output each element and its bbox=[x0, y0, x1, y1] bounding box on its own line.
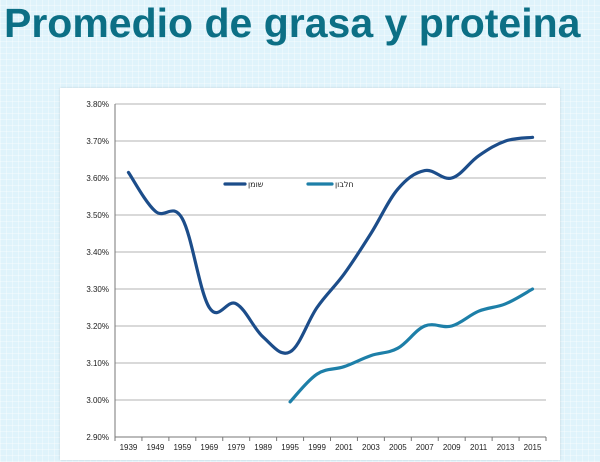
x-tick-label: 2009 bbox=[443, 443, 461, 452]
x-tick-label: 2001 bbox=[335, 443, 353, 452]
legend-fat-label: שומן bbox=[248, 180, 264, 189]
y-tick-label: 3.60% bbox=[86, 174, 109, 183]
x-tick-label: 2007 bbox=[416, 443, 434, 452]
series-fat-line bbox=[126, 135, 535, 355]
x-tick-label: 1995 bbox=[281, 443, 299, 452]
slide-title: Promedio de grasa y proteina bbox=[4, 0, 581, 46]
y-tick-label: 3.10% bbox=[86, 359, 109, 368]
series-lines bbox=[126, 135, 535, 404]
x-tick-label: 1959 bbox=[173, 443, 191, 452]
y-tick-labels: 2.90% 3.00% 3.10% 3.20% 3.30% 3.40% 3.50% 3.60%… bbox=[86, 100, 109, 442]
x-tick-label: 1999 bbox=[308, 443, 326, 452]
y-tick-label: 3.40% bbox=[86, 248, 109, 257]
x-tick-label: 1939 bbox=[120, 443, 138, 452]
x-tick-label: 2003 bbox=[362, 443, 380, 452]
y-tick-label: 2.90% bbox=[86, 433, 109, 442]
y-tick-label: 3.20% bbox=[86, 322, 109, 331]
x-tick-labels: 1939 1949 1959 1969 1979 1989 1995 1999 2001 2003… bbox=[120, 443, 542, 452]
series-protein-line bbox=[288, 287, 535, 404]
axes bbox=[114, 104, 547, 441]
y-tick-label: 3.30% bbox=[86, 285, 109, 294]
x-tick-label: 1949 bbox=[147, 443, 165, 452]
x-tick-label: 1989 bbox=[254, 443, 272, 452]
legend: שומן חלבון bbox=[223, 180, 354, 189]
x-tick-label: 2015 bbox=[524, 443, 542, 452]
x-tick-label: 2013 bbox=[497, 443, 515, 452]
y-tick-label: 3.00% bbox=[86, 396, 109, 405]
line-chart: 2.90% 3.00% 3.10% 3.20% 3.30% 3.40% 3.50% 3.60%… bbox=[86, 100, 547, 452]
x-tick-label: 2011 bbox=[470, 443, 488, 452]
legend-protein-label: חלבון bbox=[335, 180, 354, 189]
x-tick-label: 1969 bbox=[200, 443, 218, 452]
x-tick-label: 1979 bbox=[227, 443, 245, 452]
y-tick-label: 3.50% bbox=[86, 211, 109, 220]
y-tick-label: 3.80% bbox=[86, 100, 109, 109]
y-tick-label: 3.70% bbox=[86, 137, 109, 146]
x-tick-label: 2005 bbox=[389, 443, 407, 452]
grid-lines bbox=[115, 103, 546, 401]
chart-panel: 2.90% 3.00% 3.10% 3.20% 3.30% 3.40% 3.50% 3.60%… bbox=[60, 88, 560, 460]
